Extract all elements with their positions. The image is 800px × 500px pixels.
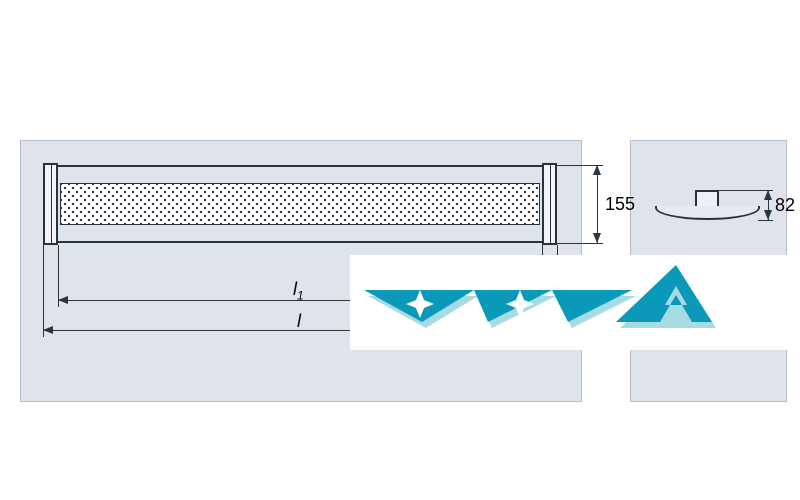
label-l: l	[297, 312, 301, 330]
dim-line-h155	[597, 165, 598, 243]
arrow-h155-up	[593, 165, 601, 175]
arrow-h155-down	[593, 233, 601, 243]
ext-line-left-outer	[43, 245, 44, 337]
filter-mesh	[60, 183, 540, 225]
ext-line-bottom	[555, 243, 603, 244]
arrow-l-left	[43, 326, 53, 334]
label-82: 82	[775, 196, 795, 214]
arrow-82-up	[764, 190, 772, 200]
label-l1: l1	[293, 280, 304, 305]
label-h155: 155	[605, 195, 635, 213]
arrow-l1-left	[58, 296, 68, 304]
ext-82-bot	[758, 220, 773, 221]
filter-cap-right	[542, 163, 557, 245]
brand-logo	[360, 260, 720, 345]
logo-main	[364, 265, 712, 322]
filter-cap-left	[43, 163, 58, 245]
label-l1-sub: 1	[297, 289, 304, 303]
arrow-82-down	[764, 210, 772, 220]
diagram-canvas: l1 l 155 82	[0, 0, 800, 500]
